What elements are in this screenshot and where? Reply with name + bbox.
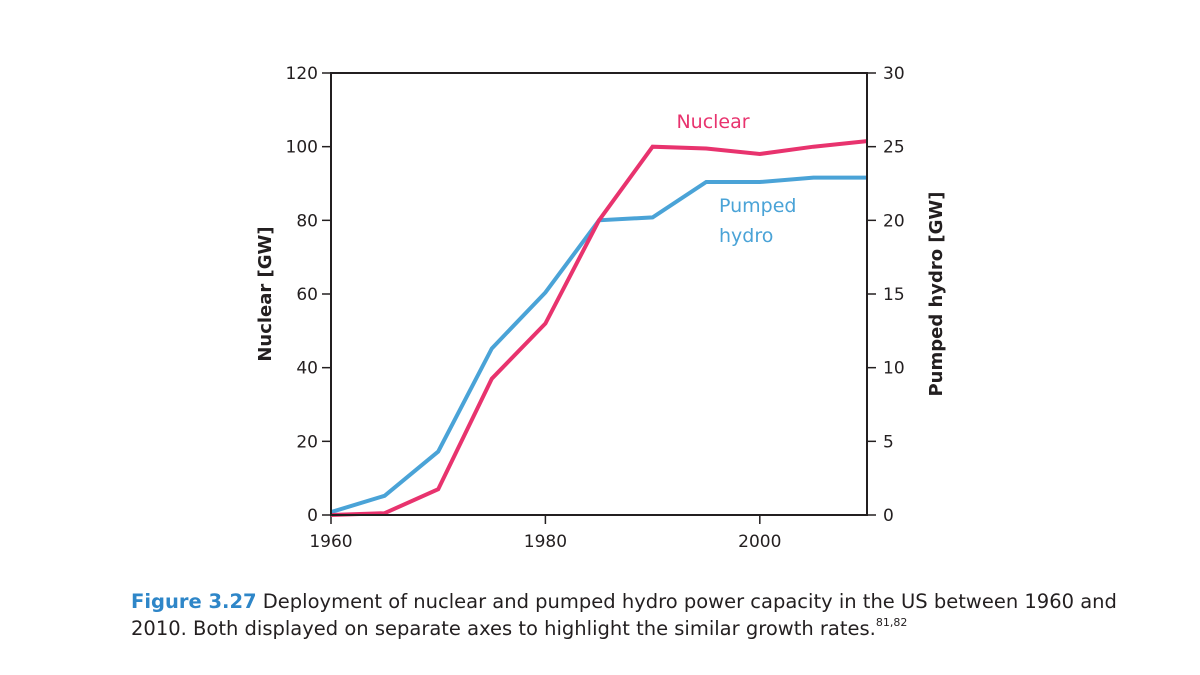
y-left-tick-label: 0: [307, 506, 318, 526]
y-axis-right-title: Pumped hydro [GW]: [926, 191, 947, 396]
y-right-tick-label: 30: [883, 64, 905, 84]
y-right-tick-label: 15: [883, 285, 905, 305]
y-right-tick-label: 10: [883, 359, 905, 379]
y-right-tick-label: 5: [883, 432, 894, 452]
y-left-tick-label: 60: [296, 285, 318, 305]
plot-frame: [330, 72, 868, 516]
series-line-pumped-hydro: [330, 175, 867, 515]
x-tick-label: 1960: [309, 532, 352, 552]
y-right-tick-label: 25: [883, 138, 905, 158]
y-left-tick-label: 120: [286, 64, 318, 84]
figure-label: Figure 3.27: [131, 590, 257, 613]
y-left-tick-label: 40: [296, 359, 318, 379]
caption-refs: 81,82: [875, 616, 908, 629]
y-right-tick-label: 20: [883, 211, 905, 231]
ticks-layer: 0 20 40 60 80 100 120 0 5 10 15 20 25 30 1960 1980 2000: [286, 64, 905, 552]
x-tick-label: 2000: [738, 532, 781, 552]
y-left-tick-label: 80: [296, 211, 318, 231]
series-label-nuclear: Nuclear: [676, 111, 749, 133]
y-left-tick-label: 20: [296, 432, 318, 452]
y-axis-left-title: Nuclear [GW]: [255, 226, 276, 361]
series-layer: [330, 139, 868, 517]
x-tick-label: 1980: [524, 532, 567, 552]
figure-caption: Figure 3.27 Deployment of nuclear and pu…: [131, 588, 1131, 642]
y-right-tick-label: 0: [883, 506, 894, 526]
series-label-pumped-line2: hydro: [719, 225, 773, 247]
caption-text: Deployment of nuclear and pumped hydro p…: [131, 590, 1117, 640]
y-left-tick-label: 100: [286, 138, 318, 158]
series-label-pumped-line1: Pumped: [719, 195, 796, 217]
series-line-nuclear: [330, 139, 868, 517]
